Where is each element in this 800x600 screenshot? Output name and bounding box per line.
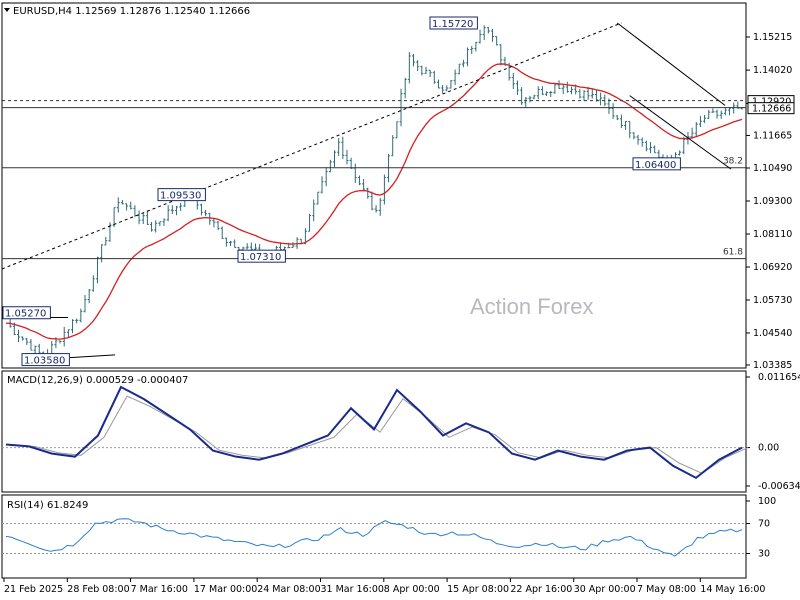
- price-y-tick-label: 1.08110: [753, 229, 792, 240]
- x-tick-label: 14 May 16:00: [700, 584, 765, 595]
- macd-y-tick-label: 0.00: [758, 443, 779, 454]
- annotation-box: [2, 306, 51, 320]
- dropdown-triangle-icon: [4, 8, 10, 12]
- annotation-label: 1.03580: [24, 356, 65, 367]
- fib-61-label: 61.8: [723, 248, 743, 258]
- annotation-box: [237, 249, 286, 263]
- channel-lower: [629, 95, 732, 170]
- macd-title: MACD(12,26,9) 0.000529 -0.000407: [7, 375, 188, 386]
- price-y-tick-label: 1.14020: [753, 65, 792, 76]
- price-y-tick-label: 1.15215: [753, 32, 792, 43]
- x-tick-label: 31 Mar 16:00: [321, 584, 384, 595]
- annotation-label: 1.05270: [5, 309, 46, 320]
- macd-y-tick-label: -0.006345: [758, 481, 800, 492]
- candles: [8, 25, 744, 361]
- x-tick-label: 7 May 08:00: [637, 584, 696, 595]
- macd-signal-line: [11, 395, 749, 474]
- x-tick-label: 8 Apr 00:00: [384, 584, 440, 595]
- rsi-y-tick-label: 100: [758, 496, 776, 507]
- rsi-y-tick-label: 70: [758, 519, 770, 530]
- price-y-tick-label: 1.10490: [753, 163, 792, 174]
- chart-title: EURUSD,H4 1.12569 1.12876 1.12540 1.1266…: [13, 6, 250, 17]
- annotation-label: 1.06400: [635, 160, 676, 171]
- x-tick-label: 15 Apr 08:00: [447, 584, 509, 595]
- annotation-label: 1.09530: [160, 191, 201, 202]
- annotation-box: [429, 16, 478, 30]
- macd-panel: [1, 370, 747, 493]
- rsi-panel: [1, 494, 747, 579]
- x-tick-label: 21 Feb 2025: [4, 584, 63, 595]
- price-label-box: [747, 102, 795, 115]
- x-tick-label: 30 Apr 00:00: [574, 584, 636, 595]
- rsi-title: RSI(14) 61.8249: [7, 500, 88, 511]
- annotation-label: 1.15720: [432, 19, 473, 30]
- price-panel: [1, 2, 747, 369]
- rsi-y-tick-label: 30: [758, 549, 770, 560]
- price-label-text: 1.12920: [752, 97, 791, 108]
- annotation-box: [632, 157, 681, 171]
- support-line: [69, 354, 116, 359]
- x-tick-label: 28 Feb 08:00: [67, 584, 129, 595]
- x-tick-label: 17 Mar 00:00: [194, 584, 257, 595]
- price-y-tick-label: 1.03385: [753, 360, 792, 371]
- price-y-tick-label: 1.05730: [753, 295, 792, 306]
- price-y-tick-label: 1.11665: [753, 130, 792, 141]
- annotation-box: [157, 188, 206, 202]
- price-y-tick-label: 1.06920: [753, 262, 792, 273]
- macd-line: [5, 385, 743, 480]
- ema-line: [5, 63, 743, 340]
- price-label-text: 1.12666: [752, 104, 791, 115]
- annotation-box: [21, 353, 70, 367]
- channel-upper: [616, 22, 726, 106]
- x-tick-label: 7 Mar 16:00: [131, 584, 188, 595]
- macd-y-tick-label: 0.011654: [758, 372, 800, 383]
- fib-38-label: 38.2: [723, 157, 743, 167]
- x-tick-label: 22 Apr 16:00: [510, 584, 572, 595]
- x-tick-label: 24 Mar 08:00: [257, 584, 320, 595]
- rsi-line: [5, 518, 743, 557]
- price-y-tick-label: 1.09300: [753, 196, 792, 207]
- watermark: Action Forex: [470, 294, 594, 319]
- price-y-tick-label: 1.04540: [753, 328, 792, 339]
- annotation-label: 1.07310: [240, 252, 281, 263]
